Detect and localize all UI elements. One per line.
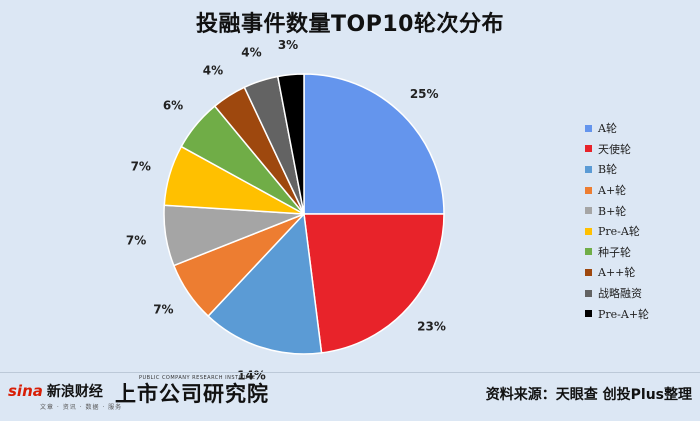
- sina-finance-brand: sina 新浪财经: [8, 378, 103, 404]
- chart-title: 投融事件数量TOP10轮次分布: [196, 12, 504, 37]
- legend-swatch: [585, 124, 592, 132]
- legend-label: B+轮: [598, 204, 627, 218]
- pie-data-label-9: 3%: [278, 38, 298, 52]
- legend-label: A轮: [598, 122, 617, 136]
- legend-label: Pre-A轮: [598, 225, 640, 239]
- pie-slice-2: [207, 212, 323, 355]
- legend-swatch: [585, 310, 592, 318]
- pie-data-label-1: 23%: [417, 319, 446, 333]
- pie-data-label-3: 7%: [153, 303, 173, 317]
- pie-data-label-6: 6%: [163, 99, 183, 113]
- data-source: 资料来源：天眼查 创投Plus整理: [485, 387, 692, 403]
- legend-item: B+轮: [585, 200, 697, 221]
- legend-item: 战略融资: [585, 283, 697, 304]
- sina-finance-name: 新浪财经: [46, 384, 103, 400]
- legend-label: A+轮: [598, 184, 627, 198]
- pie-slices: [163, 73, 445, 355]
- legend-label: A++轮: [598, 266, 636, 280]
- legend-swatch: [585, 186, 592, 194]
- pie-data-label-7: 4%: [203, 63, 223, 77]
- pie-data-label-0: 25%: [410, 87, 439, 101]
- legend-label: 战略融资: [598, 287, 642, 301]
- legend-swatch: [585, 145, 592, 153]
- legend-item: A+轮: [585, 180, 697, 201]
- legend-label: 种子轮: [598, 245, 631, 259]
- pie-slice-1: [303, 213, 445, 354]
- legend-item: A++轮: [585, 262, 697, 283]
- pie-data-label-4: 7%: [126, 234, 146, 248]
- institute-brand: PUBLIC COMPANY RESEARCH INSTITUTE 上市公司研究…: [115, 375, 269, 408]
- footer-divider: [0, 372, 700, 373]
- legend-label: B轮: [598, 163, 618, 177]
- legend-item: Pre-A轮: [585, 221, 697, 242]
- legend-swatch: [585, 268, 592, 276]
- legend-swatch: [585, 207, 592, 215]
- legend-item: Pre-A+轮: [585, 303, 697, 324]
- pie-slice-9: [276, 73, 305, 215]
- legend-item: A轮: [585, 118, 697, 139]
- pie-data-label-8: 4%: [241, 45, 261, 59]
- sina-finance-subtitle: 文章 · 资讯 · 数据 · 服务: [40, 404, 123, 411]
- legend-label: 天使轮: [598, 142, 631, 156]
- legend-item: B轮: [585, 159, 697, 180]
- institute-name: 上市公司研究院: [115, 381, 269, 406]
- legend-swatch: [585, 227, 592, 235]
- institute-english-name: PUBLIC COMPANY RESEARCH INSTITUTE: [139, 375, 256, 381]
- legend-swatch: [585, 165, 592, 173]
- legend-swatch: [585, 289, 592, 297]
- pie-slice-0: [303, 73, 445, 215]
- chart-legend: A轮天使轮 B轮 A+轮 B+轮 Pre-A轮 种子轮 A++轮战略融资 Pre-A+轮: [585, 118, 697, 324]
- legend-label: Pre-A+轮: [598, 307, 650, 321]
- sina-logo: sina: [8, 382, 43, 400]
- pie-data-label-5: 7%: [131, 160, 151, 174]
- legend-item: 天使轮: [585, 139, 697, 160]
- legend-item: 种子轮: [585, 242, 697, 263]
- legend-swatch: [585, 248, 592, 256]
